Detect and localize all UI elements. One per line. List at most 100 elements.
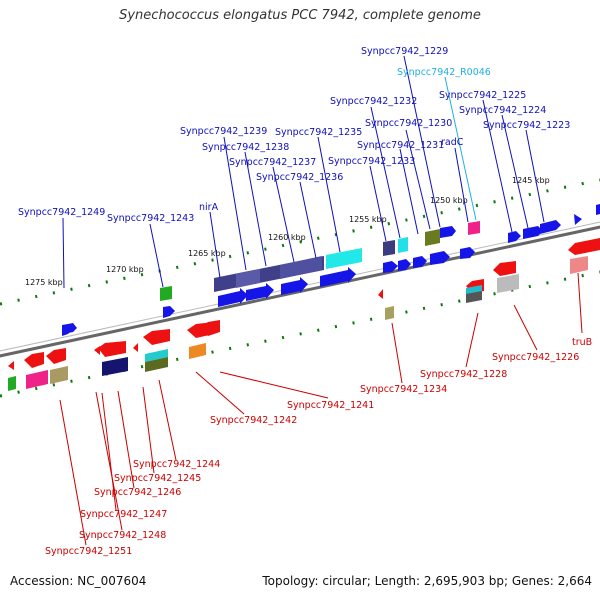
gene-label: nirA bbox=[199, 202, 219, 213]
callout-line bbox=[465, 312, 479, 368]
callout-line bbox=[195, 371, 245, 415]
callout-line bbox=[577, 272, 583, 334]
map-title: Synechococcus elongatus PCC 7942, comple… bbox=[119, 8, 481, 23]
callout-line bbox=[370, 106, 401, 239]
gene-label: Synpcc7942_1224 bbox=[459, 105, 546, 116]
scale-labels: 1245 kbp 1250 kbp 1255 kbp 1260 kbp 1265… bbox=[25, 176, 550, 287]
callout-line bbox=[209, 211, 221, 279]
scale-label: 1250 kbp bbox=[430, 196, 468, 205]
gene-label: Synpcc7942_1246 bbox=[94, 487, 181, 498]
gene-label: Synpcc7942_1241 bbox=[287, 400, 374, 411]
gene-label: Synpcc7942_1244 bbox=[133, 459, 220, 470]
callout-line bbox=[117, 390, 135, 489]
gene-label: Synpcc7942_1232 bbox=[330, 96, 417, 107]
gene-arrow bbox=[568, 238, 600, 255]
gene-arrow bbox=[163, 306, 175, 318]
gene-arrow bbox=[46, 348, 66, 364]
reverse-feature-boxes bbox=[8, 256, 588, 391]
gene-label: Synpcc7942_1231 bbox=[357, 140, 444, 151]
scale-track-lower bbox=[0, 270, 600, 398]
callout-line bbox=[59, 399, 87, 546]
gene-arrow bbox=[440, 226, 456, 238]
scale-label: 1255 kbp bbox=[349, 215, 387, 224]
callout-line bbox=[158, 379, 177, 461]
gene-label: radC bbox=[441, 137, 464, 148]
gene-label: Synpcc7942_1251 bbox=[45, 546, 132, 557]
gene-arrow bbox=[218, 288, 248, 307]
gene-label: Synpcc7942_1235 bbox=[275, 127, 362, 138]
callout-line bbox=[391, 322, 403, 384]
gene-box bbox=[280, 256, 322, 279]
callout-line bbox=[405, 129, 431, 230]
callout-line bbox=[95, 391, 123, 531]
gene-label: Synpcc7942_1247 bbox=[80, 509, 167, 520]
forward-genes bbox=[62, 214, 582, 336]
forward-gene-labels: Synpcc7942_1229 Synpcc7942_R0046 Synpcc7… bbox=[18, 46, 570, 224]
reverse-gene-labels: truB Synpcc7942_1226 Synpcc7942_1228 Syn… bbox=[45, 337, 592, 557]
callout-line bbox=[142, 386, 155, 474]
gene-box bbox=[145, 349, 168, 362]
forward-feature-boxes bbox=[160, 221, 480, 301]
gene-box bbox=[189, 343, 206, 359]
gene-box bbox=[236, 269, 260, 288]
callout-line bbox=[299, 181, 317, 259]
scale-label: 1270 kbp bbox=[106, 265, 144, 274]
scale-label: 1275 kbp bbox=[25, 278, 63, 287]
gene-box bbox=[26, 370, 48, 389]
callout-lines bbox=[59, 55, 583, 546]
gene-label: Synpcc7942_1248 bbox=[79, 530, 166, 541]
callout-line bbox=[62, 217, 65, 289]
callout-line bbox=[244, 151, 267, 267]
callout-line bbox=[513, 304, 538, 351]
gene-arrow bbox=[246, 283, 274, 301]
scale-label: 1265 kbp bbox=[188, 249, 226, 258]
gene-arrow bbox=[383, 261, 398, 273]
gene-arrow bbox=[398, 259, 411, 271]
gene-arrow bbox=[320, 267, 356, 287]
accession-text: Accession: NC_007604 bbox=[10, 574, 147, 588]
gene-arrow bbox=[24, 352, 44, 368]
callout-line bbox=[223, 136, 247, 271]
gene-box bbox=[145, 357, 168, 372]
genome-summary: Topology: circular; Length: 2,695,903 bp… bbox=[262, 574, 592, 588]
gene-box bbox=[468, 221, 480, 235]
callout-line bbox=[403, 55, 441, 228]
gene-box bbox=[497, 274, 519, 293]
gene-label: Synpcc7942_1229 bbox=[361, 46, 448, 57]
callout-line bbox=[501, 114, 529, 229]
scale-track-upper bbox=[0, 178, 600, 306]
reverse-genes bbox=[8, 238, 600, 370]
gene-arrow bbox=[574, 214, 582, 225]
gene-arrow bbox=[430, 251, 450, 265]
gene-label: Synpcc7942_1228 bbox=[420, 369, 507, 380]
gene-box bbox=[425, 229, 440, 246]
gene-label: Synpcc7942_R0046 bbox=[397, 67, 491, 78]
gene-arrow bbox=[200, 320, 220, 336]
callout-line bbox=[101, 392, 117, 511]
callout-line bbox=[317, 136, 341, 253]
gene-box bbox=[466, 291, 482, 303]
callout-line bbox=[369, 165, 387, 242]
gene-arrow bbox=[493, 261, 516, 276]
gene-arrow bbox=[281, 277, 308, 295]
gene-label: Synpcc7942_1226 bbox=[492, 352, 579, 363]
gene-label: Synpcc7942_1233 bbox=[328, 156, 415, 167]
gene-label: truB bbox=[572, 337, 592, 348]
gene-label: Synpcc7942_1234 bbox=[360, 384, 447, 395]
gene-box bbox=[398, 237, 408, 253]
scale-label: 1245 kbp bbox=[512, 176, 550, 185]
gene-label: Synpcc7942_1237 bbox=[229, 157, 316, 168]
gene-label: Synpcc7942_1245 bbox=[114, 473, 201, 484]
gene-arrow bbox=[460, 247, 475, 259]
callout-line bbox=[454, 147, 469, 223]
gene-box bbox=[160, 286, 172, 301]
callout-line bbox=[525, 129, 545, 223]
gene-box bbox=[8, 376, 16, 391]
gene-arrow bbox=[8, 361, 14, 370]
callout-line bbox=[482, 99, 513, 233]
gene-arrow bbox=[596, 204, 600, 215]
gene-label: Synpcc7942_1242 bbox=[210, 415, 297, 426]
gene-arrow bbox=[68, 323, 77, 333]
gene-arrow bbox=[143, 329, 170, 345]
